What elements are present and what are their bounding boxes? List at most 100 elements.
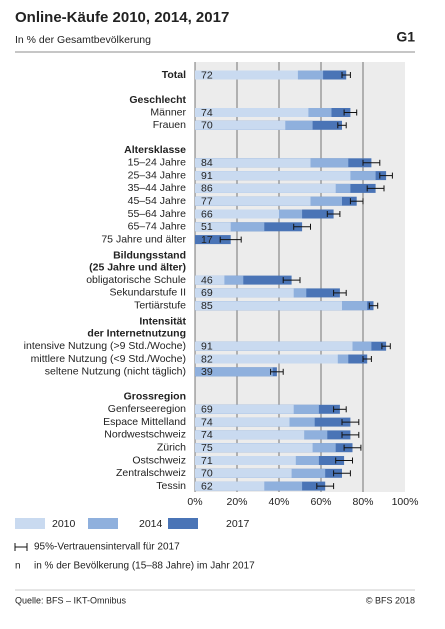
error-bar: [333, 406, 347, 413]
error-bar: [270, 368, 284, 375]
error-bar: [282, 277, 301, 284]
bar: [195, 70, 298, 80]
error-bar: [219, 236, 242, 243]
category-label: Espace Mittelland: [103, 416, 186, 428]
bar: [195, 288, 294, 298]
group-title: Bildungsstand: [113, 249, 186, 261]
value-label: 82: [201, 353, 213, 365]
value-label: 77: [201, 195, 213, 207]
category-label: Zürich: [157, 441, 186, 453]
bar: [195, 209, 279, 219]
bar: [195, 430, 305, 440]
error-bar: [333, 289, 347, 296]
value-label: 84: [201, 157, 213, 169]
value-label: 72: [201, 69, 213, 81]
value-label: 74: [201, 107, 213, 119]
x-tick-label: 0%: [187, 496, 202, 508]
category-label: Ostschweiz: [132, 454, 186, 466]
value-label: 70: [201, 468, 213, 480]
category-label: Nordwestschweiz: [104, 429, 186, 441]
category-label: intensive Nutzung (>9 Std./Woche): [24, 340, 186, 352]
group-title: Intensität: [139, 315, 186, 327]
error-bar: [362, 356, 372, 362]
group-title: Grossregion: [124, 391, 186, 403]
bar: [195, 183, 336, 193]
bar: [195, 222, 231, 232]
category-label: mittlere Nutzung (<9 Std./Woche): [31, 353, 186, 365]
source: Quelle: BFS – IKT-Omnibus: [15, 595, 127, 605]
bar: [195, 158, 311, 168]
bar: [195, 443, 313, 453]
category-label: 45–54 Jahre: [128, 195, 187, 207]
error-bar: [379, 172, 393, 179]
x-tick-label: 20%: [226, 496, 247, 508]
bar: [195, 171, 351, 181]
error-bar: [349, 198, 364, 205]
value-label: 51: [201, 221, 213, 233]
category-label: 55–64 Jahre: [128, 208, 187, 220]
x-tick-label: 100%: [392, 496, 419, 508]
group-title: (25 Jahre und älter): [89, 261, 186, 273]
error-bar: [337, 122, 347, 129]
bar: [195, 301, 342, 311]
error-bar: [333, 470, 351, 477]
category-label: 35–44 Jahre: [128, 182, 187, 194]
error-bar: [343, 444, 362, 451]
category-label: 75 Jahre und älter: [101, 233, 186, 245]
bar: [195, 235, 231, 245]
category-label: Zentralschweiz: [116, 467, 186, 479]
copyright: © BFS 2018: [366, 595, 415, 605]
bar: [195, 367, 273, 377]
error-bar: [366, 185, 385, 192]
error-bar: [326, 211, 341, 217]
note-symbol: n: [15, 561, 21, 572]
error-bar: [368, 302, 379, 309]
legend-label: 2017: [226, 518, 250, 530]
legend-swatch: [168, 518, 198, 529]
bar: [195, 341, 353, 351]
legend-swatch: [88, 518, 118, 529]
chart-subtitle: In % der Gesamtbevölkerung: [15, 34, 151, 46]
legend-label: 2014: [139, 518, 163, 530]
value-label: 46: [201, 274, 213, 286]
error-bar: [341, 431, 360, 438]
value-label: 75: [201, 442, 213, 454]
group-title: Altersklasse: [124, 144, 186, 156]
legend-swatch: [15, 518, 45, 529]
figure-id: G1: [396, 29, 415, 45]
value-label: 74: [201, 429, 213, 441]
value-label: 70: [201, 120, 213, 132]
x-tick-label: 60%: [310, 496, 331, 508]
category-label: Genferseeregion: [108, 403, 186, 415]
category-label: Frauen: [153, 119, 186, 131]
error-bar: [341, 419, 360, 426]
category-label: Tertiärstufe: [134, 299, 186, 311]
value-label: 71: [201, 455, 213, 467]
category-label: Tessin: [156, 480, 186, 492]
category-label: 25–34 Jahre: [128, 169, 187, 181]
category-label: Sekundarstufe II: [110, 287, 186, 299]
category-label: seltene Nutzung (nicht täglich): [45, 366, 186, 378]
note-text: in % der Bevölkerung (15–88 Jahre) im Ja…: [34, 561, 255, 572]
error-bar: [381, 343, 391, 350]
x-tick-label: 80%: [352, 496, 373, 508]
value-label: 74: [201, 416, 213, 428]
group-title: Geschlecht: [129, 94, 186, 106]
value-label: 86: [201, 183, 213, 195]
value-label: 91: [201, 170, 213, 182]
category-label: obligatorische Schule: [86, 274, 186, 286]
error-bar: [293, 223, 311, 230]
value-label: 39: [201, 366, 213, 378]
bar: [195, 468, 292, 478]
error-bar: [341, 72, 351, 78]
bar: [195, 196, 311, 206]
error-bar: [362, 159, 381, 166]
group-title: der Internetnutzung: [87, 327, 186, 339]
category-label: 15–24 Jahre: [128, 157, 187, 169]
bar: [195, 481, 265, 491]
value-label: 85: [201, 300, 213, 312]
value-label: 66: [201, 208, 213, 220]
bar: [195, 456, 296, 465]
x-tick-label: 40%: [268, 496, 289, 508]
